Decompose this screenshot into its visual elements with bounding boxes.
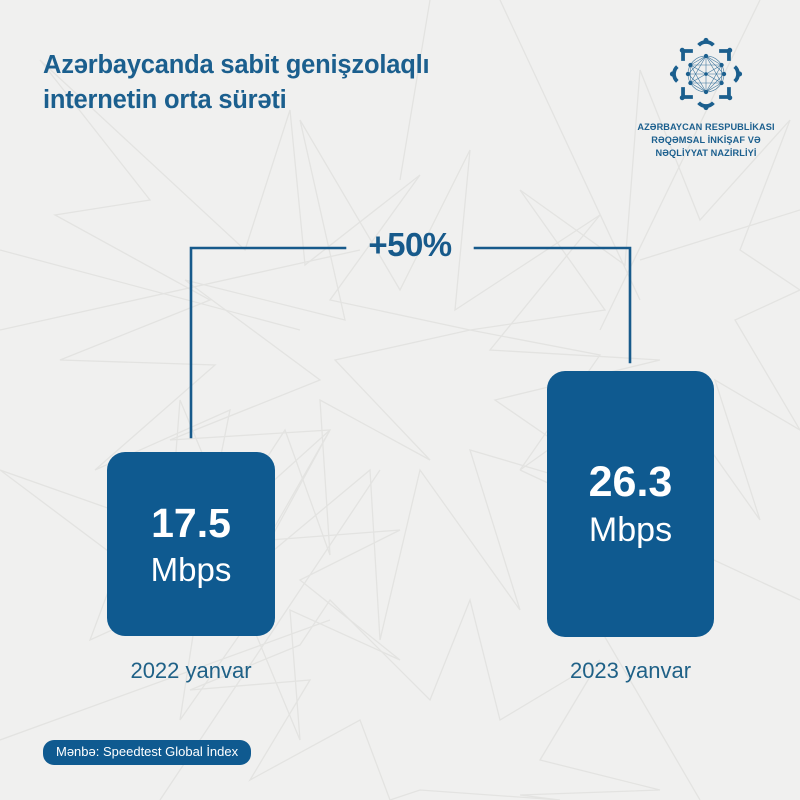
ministry-rosette-icon (669, 37, 743, 111)
page-title: Azərbaycanda sabit genişzolaqlı internet… (43, 48, 513, 117)
bar-value-2022: 17.5 (151, 499, 231, 546)
ministry-name-line-1: AZƏRBAYCAN RESPUBLİKASI (637, 122, 775, 132)
growth-percentage-label: +50% (368, 226, 452, 263)
bar-unit-2022: Mbps (150, 550, 232, 588)
page-title-line-1: Azərbaycanda sabit genişzolaqlı (43, 51, 430, 79)
category-label-2023: 2023 yanvar (569, 658, 692, 683)
ministry-logo-text: AZƏRBAYCAN RESPUBLİKASI RƏQƏMSAL İNKİŞAF… (627, 121, 785, 160)
ministry-name-line-3: NƏQLİYYAT NAZİRLİYİ (655, 148, 757, 159)
bar-value-2023: 26.3 (588, 458, 673, 506)
bar-2022-yanvar: 17.5 Mbps (107, 452, 275, 636)
bar-2023-yanvar: 26.3 Mbps (547, 371, 714, 637)
page-title-line-2: internetin orta sürəti (43, 85, 287, 114)
ministry-name-line-2: RƏQƏMSAL İNKİŞAF VƏ (651, 135, 761, 146)
category-label-2022: 2022 yanvar (130, 658, 252, 683)
bar-unit-2023: Mbps (588, 511, 673, 549)
source-badge: Mənbə: Speedtest Global İndex (43, 740, 252, 766)
ministry-logo: AZƏRBAYCAN RESPUBLİKASI RƏQƏMSAL İNKİŞAF… (627, 33, 785, 160)
